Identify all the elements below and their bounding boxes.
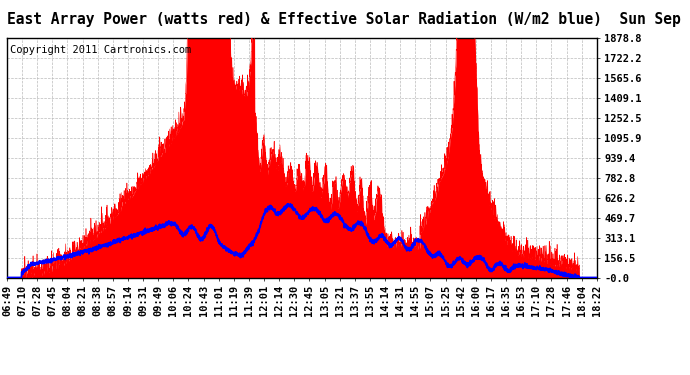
Text: East Array Power (watts red) & Effective Solar Radiation (W/m2 blue)  Sun Sep 4 : East Array Power (watts red) & Effective… xyxy=(7,11,690,27)
Text: Copyright 2011 Cartronics.com: Copyright 2011 Cartronics.com xyxy=(10,45,191,55)
